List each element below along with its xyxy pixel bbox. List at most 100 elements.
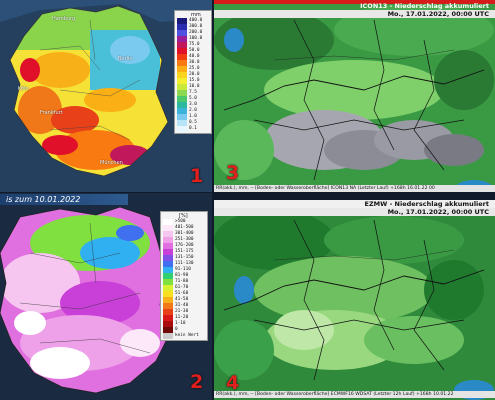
legend-swatch bbox=[163, 219, 173, 225]
legend-swatch bbox=[163, 327, 173, 333]
legend-swatch bbox=[177, 90, 187, 96]
legend-label: 5.0 bbox=[189, 96, 197, 101]
legend-entry: >500 bbox=[163, 219, 186, 225]
legend-entry: 41-50 bbox=[163, 297, 188, 303]
icon13-forecast-panel: ICON13 - Niederschlag akkumuliert Mo., 1… bbox=[214, 0, 495, 192]
legend-swatch bbox=[177, 60, 187, 66]
legend-entry: 301-400 bbox=[163, 231, 194, 237]
legend-swatch bbox=[177, 84, 187, 90]
model-header-strip bbox=[214, 0, 495, 4]
forecast-date: Mo., 17.01.2022, 00:00 UTC bbox=[214, 10, 495, 18]
legend-label: 200.0 bbox=[189, 30, 203, 35]
precip-observed-map-panel: Hamburg Berlin Köln Frankfurt München mm… bbox=[0, 0, 212, 192]
legend-swatch bbox=[177, 48, 187, 54]
legend-swatch bbox=[177, 42, 187, 48]
legend-label: 51-60 bbox=[175, 291, 189, 296]
legend-label: 0.1 bbox=[189, 126, 197, 131]
legend-entry: 81-90 bbox=[163, 273, 188, 279]
legend-label: 91-110 bbox=[175, 267, 191, 272]
legend-label: 20.0 bbox=[189, 72, 200, 77]
ezmw-forecast-panel: EZMW - Niederschlag akkumuliert Mo., 17.… bbox=[214, 200, 495, 400]
legend-label: kein Wert bbox=[175, 333, 199, 338]
legend-swatch bbox=[163, 309, 173, 315]
legend-swatch bbox=[177, 96, 187, 102]
legend-swatch bbox=[177, 78, 187, 84]
legend-swatch bbox=[163, 267, 173, 273]
legend-label: 151-175 bbox=[175, 249, 194, 254]
legend-label: 71-80 bbox=[175, 279, 189, 284]
legend-entry: 11-20 bbox=[163, 315, 188, 321]
legend-swatch bbox=[163, 303, 173, 309]
legend-label: 111-130 bbox=[175, 261, 194, 266]
map-footer: RR(akk.), mm, -- [Boden- oder Wasserober… bbox=[214, 391, 495, 398]
legend-label: 75.0 bbox=[189, 42, 200, 47]
legend-label: 7.5 bbox=[189, 90, 197, 95]
legend-entry: 40.0 bbox=[177, 54, 200, 60]
legend-swatch bbox=[163, 279, 173, 285]
legend-entry: 1-10 bbox=[163, 321, 186, 327]
legend-swatch bbox=[177, 72, 187, 78]
legend-entry: 15.0 bbox=[177, 78, 200, 84]
legend-entry: 0.5 bbox=[177, 120, 197, 126]
legend-entry: 21-30 bbox=[163, 309, 188, 315]
legend-entry: 200.0 bbox=[177, 30, 202, 36]
legend-label: 0 bbox=[175, 327, 178, 332]
legend-swatch bbox=[177, 36, 187, 42]
legend-entry: 61-70 bbox=[163, 285, 188, 291]
legend-label: 41-50 bbox=[175, 297, 189, 302]
ezmw-precip-map bbox=[214, 200, 495, 400]
legend-swatch bbox=[177, 102, 187, 108]
legend-swatch bbox=[163, 255, 173, 261]
legend-swatch bbox=[177, 24, 187, 30]
legend-entry: 91-110 bbox=[163, 267, 191, 273]
panel-number: 3 bbox=[226, 162, 240, 184]
legend-swatch bbox=[163, 261, 173, 267]
legend-label: 1.0 bbox=[189, 114, 197, 119]
legend-entry: 100.0 bbox=[177, 36, 202, 42]
period-banner: is zum 10.01.2022 bbox=[0, 194, 128, 205]
legend-entry: 75.0 bbox=[177, 42, 200, 48]
legend-swatch bbox=[177, 18, 187, 24]
legend-label: 1-10 bbox=[175, 321, 186, 326]
legend-label: 400.0 bbox=[189, 18, 203, 23]
legend-swatch bbox=[177, 30, 187, 36]
legend-label: 15.0 bbox=[189, 78, 200, 83]
legend-unit: mm bbox=[191, 12, 201, 18]
legend-swatch bbox=[177, 126, 187, 132]
legend-entry: 20.0 bbox=[177, 72, 200, 78]
legend-swatch bbox=[177, 108, 187, 114]
legend-label: 25.0 bbox=[189, 66, 200, 71]
legend-label: 100.0 bbox=[189, 36, 203, 41]
panel-number: 1 bbox=[190, 165, 204, 187]
legend-swatch bbox=[177, 120, 187, 126]
legend-swatch bbox=[163, 291, 173, 297]
legend-label: 3.0 bbox=[189, 102, 197, 107]
legend-swatch bbox=[177, 66, 187, 72]
legend-entry: 50.0 bbox=[177, 48, 200, 54]
percent-legend: [%] >500 401-500 301-400 251-300 176-200 151-… bbox=[160, 211, 208, 341]
legend-entry: kein Wert bbox=[163, 333, 199, 339]
legend-entry: 3.0 bbox=[177, 102, 197, 108]
legend-label: 10.0 bbox=[189, 84, 200, 89]
legend-entry: 300.0 bbox=[177, 24, 202, 30]
legend-entry: 5.0 bbox=[177, 96, 197, 102]
legend-label: 31-40 bbox=[175, 303, 189, 308]
legend-swatch bbox=[177, 114, 187, 120]
legend-entry: 31-40 bbox=[163, 303, 188, 309]
map-footer: RR(akk.), mm, -- [Boden- oder Wasserober… bbox=[214, 185, 495, 192]
legend-label: 2.0 bbox=[189, 108, 197, 113]
legend-swatch bbox=[163, 231, 173, 237]
precip-legend: mm 400.0 300.0 200.0 100.0 75.0 50.0 40.0 30.0 2… bbox=[174, 10, 212, 134]
panel-number: 2 bbox=[190, 371, 204, 393]
legend-entry: 30.0 bbox=[177, 60, 200, 66]
legend-label: 40.0 bbox=[189, 54, 200, 59]
legend-swatch bbox=[163, 237, 173, 243]
model-title: EZMW - Niederschlag akkumuliert bbox=[214, 200, 495, 208]
legend-swatch bbox=[163, 249, 173, 255]
legend-entry: 10.0 bbox=[177, 84, 200, 90]
legend-label: 401-500 bbox=[175, 225, 194, 230]
legend-swatch bbox=[163, 297, 173, 303]
legend-label: 30.0 bbox=[189, 60, 200, 65]
legend-label: 131-150 bbox=[175, 255, 194, 260]
city-label: Berlin bbox=[118, 56, 133, 62]
